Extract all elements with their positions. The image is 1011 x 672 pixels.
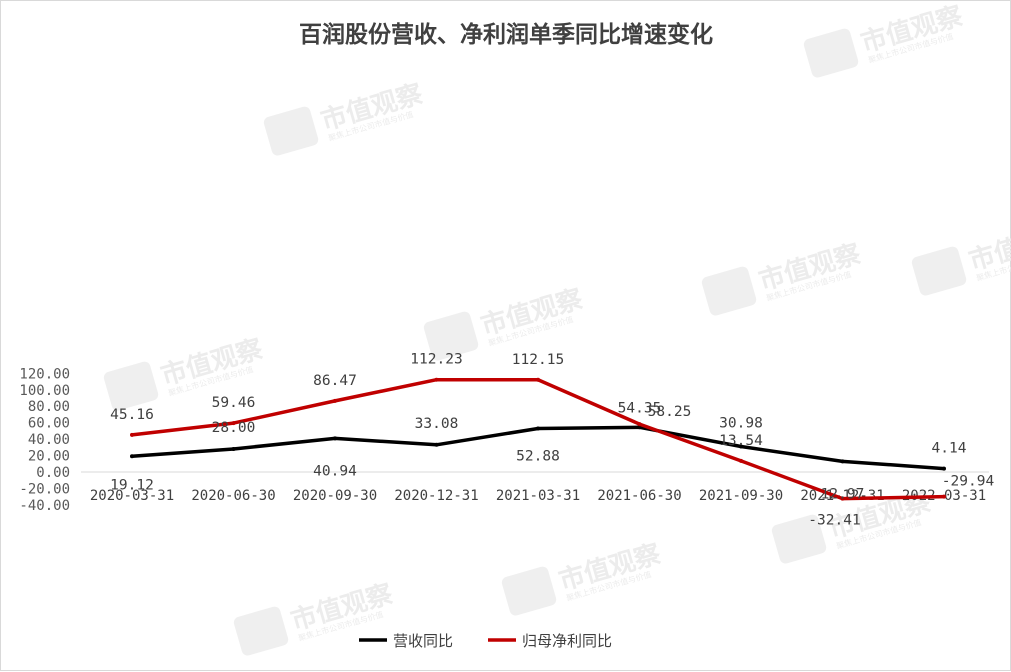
watermark-logo xyxy=(233,606,289,656)
data-label-layer: 19.12 28.00 40.94 33.08 52.88 54.35 30.98 12.97… xyxy=(110,352,994,529)
watermark-logo xyxy=(771,514,827,564)
revenue-yoy-point xyxy=(434,442,439,447)
watermark-logo xyxy=(501,566,557,616)
revenue-yoy-data-label: 4.14 xyxy=(932,441,967,457)
net-profit-yoy-data-label: 13.54 xyxy=(719,433,763,449)
revenue-yoy-data-label: 28.00 xyxy=(212,420,256,436)
net-profit-yoy-point xyxy=(333,398,337,403)
y-tick-label: -20.00 xyxy=(19,481,70,497)
revenue-yoy-data-label: 12.97 xyxy=(821,486,865,502)
y-tick-label: 0.00 xyxy=(36,465,70,481)
watermark-logo xyxy=(423,311,479,361)
revenue-yoy-point xyxy=(333,436,337,441)
net-profit-yoy-point xyxy=(231,421,236,426)
net-profit-yoy-point xyxy=(840,496,845,501)
net-profit-yoy-data-label: -32.41 xyxy=(808,513,860,529)
watermark-logo xyxy=(911,246,967,296)
revenue-yoy-data-label: 33.08 xyxy=(415,416,459,432)
revenue-yoy-data-label: 52.88 xyxy=(516,449,560,465)
watermark-layer: 市值观察聚焦上市公司市值与价值市值观察聚焦上市公司市值与价值市值观察聚焦上市公司… xyxy=(103,1,1011,656)
chart-title: 百润股份营收、净利润单季同比增速变化 xyxy=(299,21,713,48)
x-tick-label: 2020-06-30 xyxy=(191,488,275,504)
net-profit-yoy-point xyxy=(739,458,743,463)
y-tick-label: -40.00 xyxy=(19,498,70,514)
revenue-yoy-point xyxy=(840,459,845,464)
y-tick-label: 120.00 xyxy=(19,366,70,382)
y-tick-label: 60.00 xyxy=(28,416,70,432)
x-tick-label: 2020-03-31 xyxy=(90,488,174,504)
revenue-yoy-point xyxy=(739,444,743,449)
net-profit-yoy-data-label: 58.25 xyxy=(648,404,692,420)
revenue-yoy-point xyxy=(942,466,946,471)
net-profit-yoy-point xyxy=(434,377,439,382)
net-profit-yoy-point xyxy=(130,432,134,437)
revenue-yoy-data-label: 30.98 xyxy=(719,416,763,432)
net-profit-yoy-point xyxy=(942,494,946,499)
y-tick-label: 20.00 xyxy=(28,449,70,465)
net-profit-yoy-point xyxy=(536,377,540,382)
net-profit-yoy-data-label: 59.46 xyxy=(212,395,256,411)
net-profit-yoy-data-label: -29.94 xyxy=(942,474,995,490)
x-tick-label: 2020-09-30 xyxy=(293,488,377,504)
legend-label: 归母净利同比 xyxy=(522,632,612,650)
revenue-yoy-point xyxy=(130,454,134,459)
y-axis: -40.00-20.000.0020.0040.0060.0080.00100.… xyxy=(19,366,70,514)
legend-label: 营收同比 xyxy=(393,632,453,650)
y-tick-label: 40.00 xyxy=(28,432,70,448)
legend: 营收同比 归母净利同比 xyxy=(359,632,612,650)
net-profit-yoy-data-label: 112.23 xyxy=(410,352,462,368)
watermark-logo xyxy=(263,106,319,156)
revenue-yoy-data-label: 19.12 xyxy=(110,477,154,493)
x-tick-label: 2021-06-30 xyxy=(597,488,681,504)
y-tick-label: 100.00 xyxy=(19,383,70,399)
revenue-yoy-point xyxy=(536,426,540,431)
watermark-logo xyxy=(701,266,757,316)
watermark-logo xyxy=(103,361,159,411)
x-tick-label: 2021-09-30 xyxy=(699,488,783,504)
revenue-yoy-point xyxy=(231,446,236,451)
revenue-yoy-data-label: 54.35 xyxy=(618,400,662,416)
net-profit-yoy-data-label: 86.47 xyxy=(313,373,357,389)
x-axis: 2020-03-31 2020-06-30 2020-09-30 2020-12-31… xyxy=(81,471,989,504)
net-profit-yoy-data-label: 112.15 xyxy=(512,352,564,368)
x-tick-label: 2021-03-31 xyxy=(496,488,580,504)
x-tick-label: 2020-12-31 xyxy=(394,488,478,504)
series-layer xyxy=(130,377,946,501)
net-profit-yoy-point xyxy=(637,422,642,427)
watermark-logo xyxy=(803,28,859,78)
revenue-yoy-data-label: 40.94 xyxy=(313,463,357,479)
y-tick-label: 80.00 xyxy=(28,399,70,415)
net-profit-yoy-data-label: 45.16 xyxy=(110,407,154,423)
